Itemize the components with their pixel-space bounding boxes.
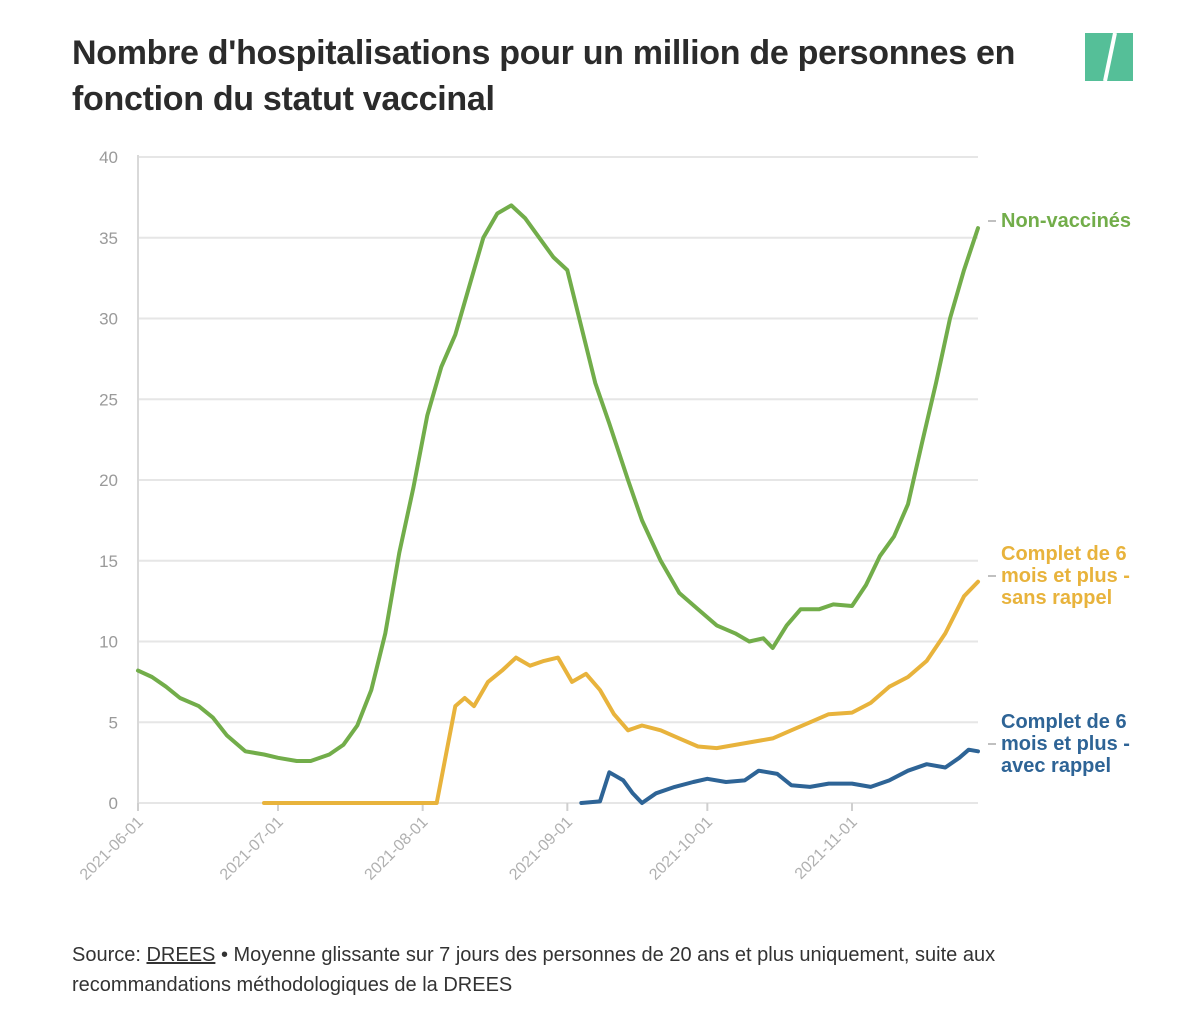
huffpost-logo-icon [1085, 33, 1133, 81]
series-line-0 [136, 203, 980, 763]
y-tick-label-40: 40 [99, 148, 118, 167]
source-description: • Moyenne glissante sur 7 jours des pers… [72, 944, 996, 996]
series-label-0-line-0: Non-vaccinés [1001, 210, 1131, 232]
series-line-2 [579, 747, 980, 805]
x-tick-label-2021-07-01: 2021-07-01 [217, 814, 287, 884]
series-label-2-line-1: mois et plus - [1001, 733, 1130, 755]
series-label-1-line-0: Complet de 6 [1001, 543, 1127, 565]
source-link-drees[interactable]: DREES [146, 944, 216, 966]
y-tick-label-30: 30 [99, 310, 118, 329]
line-chart: 0 5 10 15 20 25 30 35 40 2021-06-01 2021-07-01 2021… [77, 148, 1131, 884]
x-tick-label-2021-08-01: 2021-08-01 [362, 814, 432, 884]
y-tick-label-20: 20 [99, 471, 118, 490]
series-label-1-line-2: sans rappel [1001, 587, 1112, 609]
y-tick-label-10: 10 [99, 633, 118, 652]
source-prefix: Source: [72, 944, 147, 966]
y-tick-label-5: 5 [109, 713, 118, 732]
x-tick-label-2021-11-01: 2021-11-01 [792, 814, 861, 883]
series-label-2-line-0: Complet de 6 [1001, 711, 1127, 733]
chart-title: Nombre d'hospitalisations pour un millio… [72, 34, 1016, 118]
y-tick-label-35: 35 [99, 229, 118, 248]
series-label-1-line-1: mois et plus - [1001, 565, 1130, 587]
source-note: Source: DREES • Moyenne glissante sur 7 … [72, 940, 1132, 1000]
y-tick-label-25: 25 [99, 390, 118, 409]
y-tick-label-0: 0 [109, 794, 118, 813]
x-tick-label-2021-09-01: 2021-09-01 [506, 814, 576, 884]
x-tick-label-2021-06-01: 2021-06-01 [77, 814, 147, 884]
x-tick-label-2021-10-01: 2021-10-01 [646, 814, 716, 884]
series-line-1 [262, 579, 980, 805]
series-label-2-line-2: avec rappel [1001, 755, 1111, 777]
y-tick-label-15: 15 [99, 552, 118, 571]
